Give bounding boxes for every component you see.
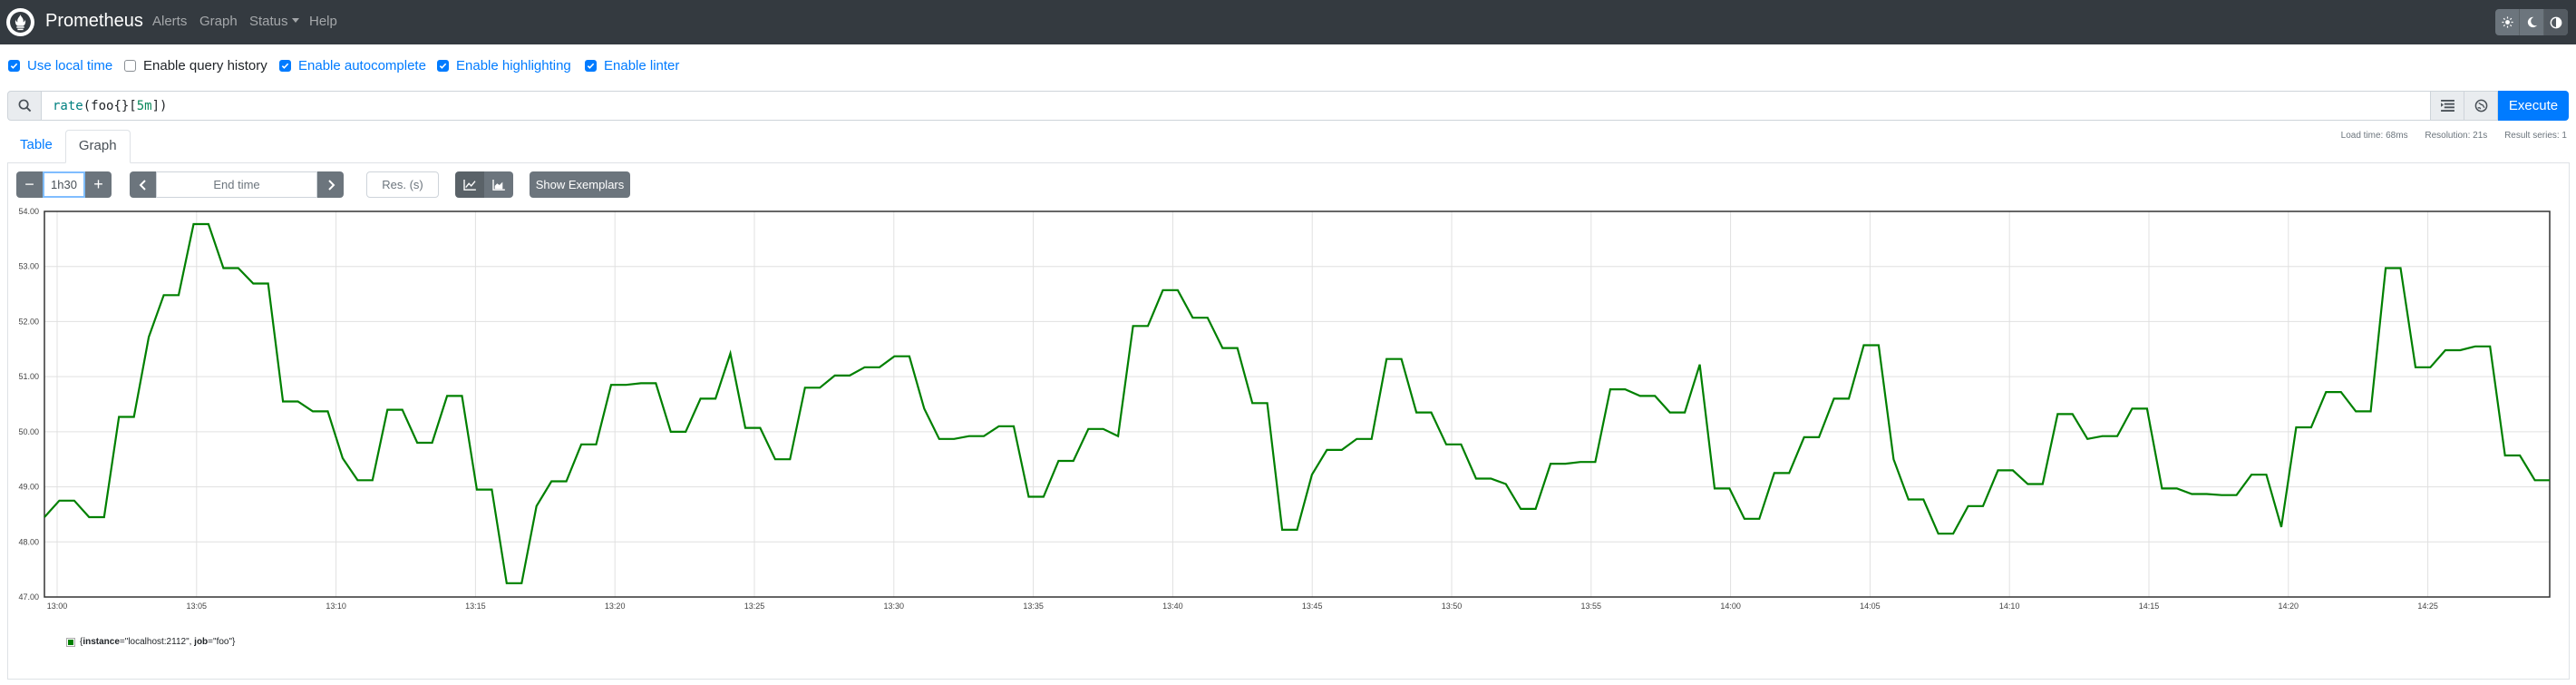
x-tick-label: 13:55 (1581, 602, 1602, 611)
x-tick-label: 13:20 (605, 602, 626, 611)
x-tick-label: 13:10 (326, 602, 346, 611)
x-tick-label: 13:50 (1442, 602, 1463, 611)
y-tick-label: 54.00 (18, 207, 39, 216)
chart-legend[interactable]: {instance="localhost:2112", job="foo"} (67, 637, 235, 647)
x-tick-label: 13:05 (187, 602, 208, 611)
legend-swatch (67, 639, 74, 646)
x-tick-label: 13:00 (47, 602, 68, 611)
y-tick-label: 50.00 (18, 427, 39, 436)
y-tick-label: 52.00 (18, 317, 39, 326)
x-tick-label: 14:10 (1999, 602, 2020, 611)
x-tick-label: 13:15 (465, 602, 486, 611)
chart-grid (44, 211, 2550, 597)
series-line[interactable] (44, 224, 2550, 583)
x-tick-label: 13:45 (1302, 602, 1323, 611)
x-tick-label: 14:05 (1860, 602, 1881, 611)
x-tick-label: 14:20 (2279, 602, 2299, 611)
y-tick-label: 51.00 (18, 372, 39, 381)
tab-graph[interactable]: Graph (65, 130, 131, 163)
x-tick-label: 14:15 (2139, 602, 2160, 611)
x-tick-label: 14:25 (2417, 602, 2438, 611)
y-tick-label: 49.00 (18, 483, 39, 492)
x-tick-label: 14:00 (1720, 602, 1741, 611)
legend-entry: {instance="localhost:2112", job="foo"} (80, 637, 235, 647)
x-axis: 13:00 13:05 13:10 13:15 13:20 13:25 13:30 13:35… (47, 602, 2438, 611)
legend-instance: localhost:2112 (128, 637, 186, 647)
y-tick-label: 48.00 (18, 537, 39, 546)
y-tick-label: 47.00 (18, 592, 39, 602)
chart-frame (44, 211, 2550, 597)
x-tick-label: 13:25 (744, 602, 765, 611)
y-tick-label: 53.00 (18, 262, 39, 271)
legend-job: foo (217, 637, 229, 647)
x-tick-label: 13:35 (1023, 602, 1044, 611)
x-tick-label: 13:40 (1162, 602, 1183, 611)
y-axis: 47.00 48.00 49.00 50.00 51.00 52.00 53.00 54.00 (18, 207, 39, 602)
x-tick-label: 13:30 (884, 602, 905, 611)
